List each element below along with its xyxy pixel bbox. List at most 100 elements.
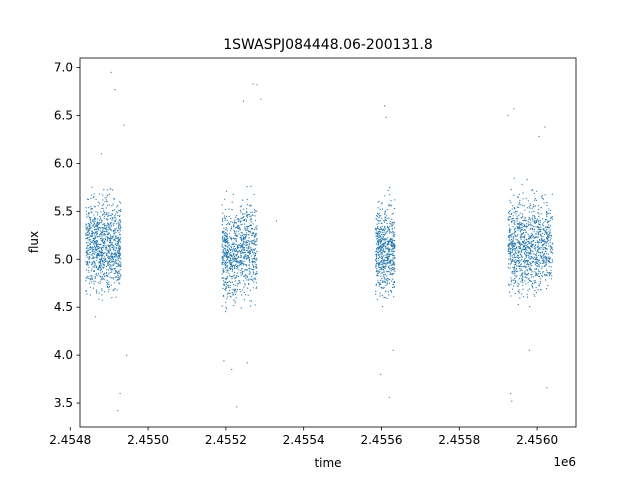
- data-point: [223, 260, 225, 262]
- data-point: [551, 251, 553, 253]
- data-point: [384, 195, 386, 197]
- data-point: [94, 277, 96, 279]
- data-point: [241, 273, 243, 275]
- data-point: [241, 256, 243, 258]
- data-point: [384, 254, 386, 256]
- data-point: [117, 230, 119, 232]
- data-point: [520, 216, 522, 218]
- data-point: [376, 215, 378, 217]
- data-point: [543, 259, 545, 261]
- data-point: [95, 259, 97, 261]
- data-point: [106, 240, 108, 242]
- data-point: [389, 187, 391, 189]
- data-point: [89, 228, 91, 230]
- data-point: [389, 248, 391, 250]
- data-point: [538, 233, 540, 236]
- data-point: [110, 253, 113, 255]
- data-point: [377, 236, 380, 238]
- data-point: [381, 225, 383, 227]
- data-point: [512, 270, 514, 273]
- data-point: [543, 252, 546, 254]
- data-point: [113, 268, 115, 270]
- data-point: [95, 245, 98, 247]
- data-point: [93, 269, 95, 271]
- data-point: [95, 236, 97, 238]
- data-point: [256, 244, 258, 246]
- data-point: [384, 246, 386, 248]
- data-point: [225, 215, 227, 217]
- data-point: [110, 244, 112, 246]
- data-point: [545, 269, 548, 271]
- data-point: [377, 228, 379, 230]
- data-point: [518, 203, 520, 205]
- data-point: [513, 243, 515, 245]
- data-point: [534, 262, 536, 264]
- data-point: [518, 228, 520, 230]
- data-point: [225, 259, 227, 261]
- data-point: [97, 214, 99, 216]
- data-point: [528, 222, 530, 224]
- data-point: [518, 257, 520, 259]
- data-point: [86, 293, 88, 295]
- data-point: [92, 260, 95, 262]
- data-point: [244, 234, 246, 236]
- data-point: [536, 251, 538, 253]
- data-point: [231, 256, 233, 258]
- data-point: [241, 217, 243, 219]
- data-point: [528, 246, 530, 248]
- data-point: [515, 264, 517, 266]
- data-point: [103, 256, 105, 258]
- data-point: [520, 254, 522, 256]
- data-point: [379, 292, 381, 294]
- data-point: [106, 229, 108, 231]
- data-point: [381, 237, 383, 239]
- data-point: [388, 205, 390, 207]
- data-point: [229, 286, 231, 289]
- data-point: [513, 236, 515, 238]
- data-point: [542, 240, 545, 242]
- data-point: [108, 224, 110, 226]
- data-point: [549, 212, 551, 215]
- data-point: [99, 264, 101, 266]
- data-point: [101, 252, 104, 254]
- data-point: [95, 274, 97, 276]
- data-point: [99, 217, 101, 219]
- data-point: [117, 255, 119, 257]
- data-point: [378, 254, 380, 256]
- data-point: [119, 223, 121, 225]
- data-point: [114, 261, 116, 263]
- data-point: [108, 289, 110, 291]
- data-point: [539, 231, 541, 233]
- data-point: [393, 250, 395, 252]
- data-point: [548, 245, 550, 247]
- data-point: [252, 248, 254, 250]
- data-point: [384, 217, 386, 219]
- data-point: [387, 291, 389, 293]
- data-point: [87, 264, 89, 266]
- data-point: [253, 243, 255, 245]
- data-point: [537, 212, 539, 214]
- data-point: [524, 270, 526, 272]
- data-point: [90, 241, 92, 243]
- data-point: [239, 260, 241, 262]
- data-point: [234, 232, 237, 235]
- data-point: [98, 246, 100, 248]
- data-point: [234, 280, 236, 282]
- data-point: [119, 221, 121, 223]
- data-point: [529, 203, 531, 205]
- data-point: [551, 216, 553, 218]
- data-point: [545, 243, 547, 245]
- data-point: [380, 203, 382, 205]
- data-point: [99, 282, 101, 284]
- data-point: [539, 254, 542, 256]
- data-point: [387, 266, 389, 269]
- data-point: [518, 214, 520, 216]
- data-point: [510, 261, 512, 263]
- data-point: [101, 240, 103, 242]
- data-point: [525, 197, 527, 199]
- data-point: [224, 237, 226, 239]
- outlier-point: [546, 387, 548, 389]
- data-point: [526, 207, 529, 209]
- data-point: [224, 241, 226, 244]
- data-point: [241, 240, 243, 242]
